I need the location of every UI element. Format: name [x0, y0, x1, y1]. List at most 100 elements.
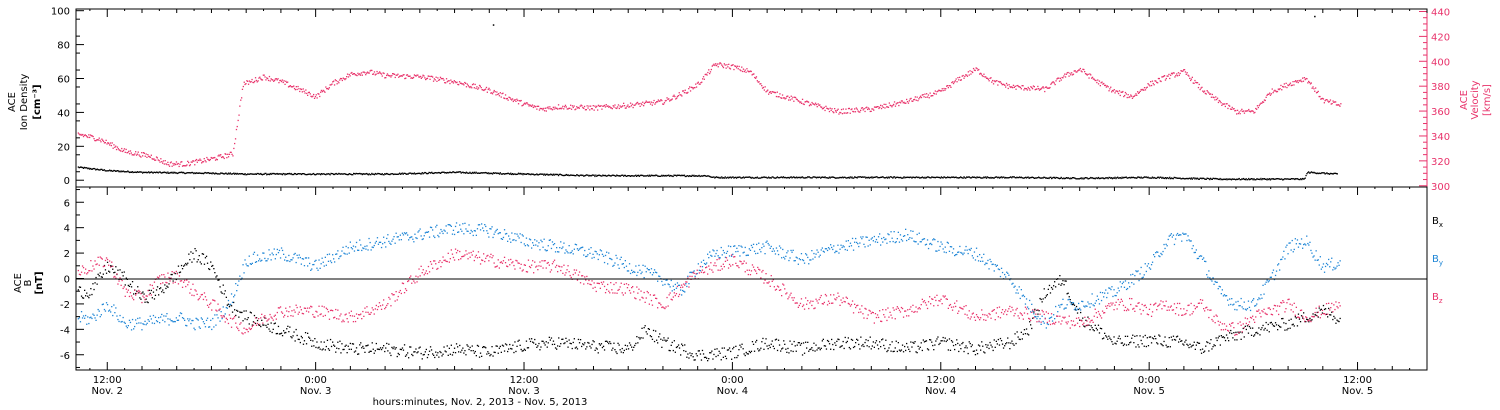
by-point: [590, 247, 592, 249]
by-point: [628, 263, 631, 265]
velocity-point: [540, 108, 542, 110]
ion-density-point: [1080, 177, 1082, 179]
density-tick-label: 0: [64, 176, 70, 187]
bx-point: [1261, 327, 1263, 329]
ion-density-point: [871, 176, 873, 178]
bx-point: [1292, 323, 1294, 325]
velocity-point: [876, 106, 878, 108]
bx-point: [935, 340, 937, 342]
bx-point: [906, 342, 908, 345]
ion-density-point: [1141, 177, 1143, 179]
by-point: [616, 257, 618, 259]
bx-point: [781, 348, 783, 350]
bx-point: [372, 348, 374, 350]
bx-point: [699, 353, 702, 355]
by-point: [614, 262, 616, 264]
velocity-point: [933, 92, 935, 94]
ion-density-point: [958, 177, 960, 179]
velocity-tick-label: 420: [1431, 32, 1450, 43]
velocity-point: [434, 79, 436, 81]
velocity-point: [627, 104, 629, 106]
bx-point: [1286, 329, 1288, 331]
velocity-point: [521, 105, 523, 107]
bx-point: [876, 344, 879, 346]
bx-point: [183, 265, 185, 267]
velocity-point: [228, 153, 231, 155]
velocity-point: [724, 64, 726, 66]
by-point: [831, 246, 833, 249]
bx-point: [1012, 343, 1014, 345]
velocity-point: [477, 88, 479, 90]
velocity-point: [637, 103, 640, 105]
by-point: [549, 239, 551, 241]
by-point: [546, 249, 548, 252]
ion-density-point: [510, 172, 512, 174]
velocity-point: [636, 101, 639, 104]
by-point: [879, 233, 881, 235]
velocity-point: [971, 70, 973, 73]
bx-point: [1132, 334, 1134, 336]
velocity-axis-label-line3: [km/s]: [1482, 84, 1493, 116]
velocity-point: [725, 67, 727, 69]
ion-density-point: [760, 177, 762, 179]
velocity-point: [945, 88, 947, 90]
by-point: [862, 236, 864, 238]
velocity-point: [962, 74, 964, 77]
by-point: [843, 246, 845, 248]
bx-point: [688, 357, 690, 359]
bx-point: [723, 347, 725, 349]
velocity-point: [1060, 79, 1062, 81]
velocity-point: [1082, 68, 1084, 70]
ion-density-point: [173, 172, 175, 174]
ion-density-point: [214, 173, 216, 175]
velocity-point: [1117, 91, 1119, 93]
by-point: [718, 256, 720, 259]
ion-density-point: [1163, 177, 1165, 179]
ion-density-point: [475, 171, 477, 173]
velocity-point: [1078, 69, 1081, 71]
velocity-point: [221, 156, 224, 158]
by-point: [295, 261, 297, 264]
by-point: [898, 241, 901, 243]
bx-point: [973, 350, 976, 352]
velocity-point: [711, 65, 713, 67]
ion-density-point: [163, 171, 165, 173]
bx-point: [1063, 284, 1065, 286]
velocity-point: [1066, 72, 1068, 74]
velocity-point: [896, 102, 898, 104]
by-point: [301, 258, 303, 260]
ion-density-point: [547, 174, 549, 176]
bx-point: [111, 265, 113, 267]
by-point: [847, 240, 849, 242]
bx-point: [1044, 297, 1046, 299]
velocity-point: [499, 92, 501, 94]
bx-point: [1235, 331, 1237, 333]
ion-density-point: [887, 176, 890, 178]
velocity-point: [868, 108, 870, 110]
ion-density-point: [702, 175, 704, 177]
ion-density-point: [870, 177, 872, 179]
ion-density-point: [1283, 178, 1285, 180]
bx-point: [1316, 311, 1318, 314]
by-point: [822, 250, 824, 252]
bx-point: [266, 326, 268, 328]
velocity-point: [1010, 86, 1012, 89]
velocity-point: [1193, 82, 1195, 84]
ion-density-point: [770, 177, 772, 179]
ion-density-point: [335, 172, 337, 175]
ion-density-point: [706, 175, 708, 177]
by-point: [432, 229, 434, 231]
velocity-point: [809, 103, 811, 105]
bx-point: [747, 353, 749, 355]
ion-density-point: [733, 177, 735, 179]
velocity-point: [974, 69, 976, 72]
bx-point: [1079, 319, 1081, 321]
bx-point: [298, 338, 300, 341]
bx-point: [204, 257, 207, 259]
by-point: [550, 247, 553, 250]
ion-density-point: [776, 176, 778, 178]
velocity-point: [196, 161, 198, 163]
bx-point: [256, 319, 259, 322]
ion-density-point: [471, 171, 474, 174]
velocity-point: [1055, 80, 1057, 82]
